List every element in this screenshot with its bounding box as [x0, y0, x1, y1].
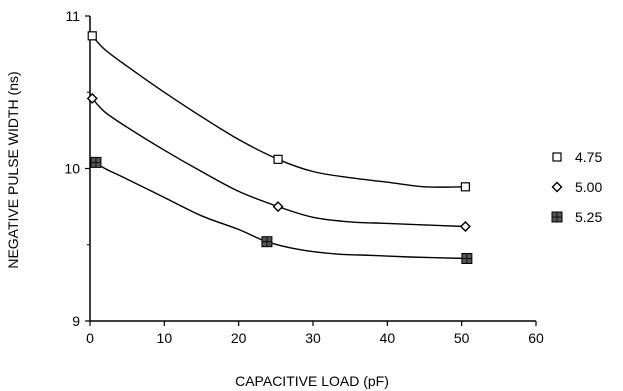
legend-label: 5.25	[575, 209, 602, 225]
x-axis-ticks: 0 10 20 30 40 50 60	[86, 321, 544, 346]
plot-area: 0 10 20 30 40 50 60 9 10 11	[64, 8, 544, 346]
data-point-marker	[261, 236, 273, 248]
x-tick-label: 30	[305, 330, 321, 346]
data-point-marker	[90, 156, 102, 168]
x-tick-label: 40	[380, 330, 396, 346]
series-line	[91, 97, 466, 228]
x-tick-label: 10	[157, 330, 173, 346]
legend-marker-cross	[552, 212, 562, 222]
series-line	[91, 160, 467, 260]
data-point-marker	[273, 154, 283, 164]
data-point-marker	[272, 201, 284, 213]
y-axis-label: NEGATIVE PULSE WIDTH (ns)	[5, 71, 21, 268]
legend-label: 5.00	[575, 179, 602, 195]
data-point-marker	[461, 252, 473, 264]
data-point-marker	[460, 182, 470, 192]
x-tick-label: 60	[528, 330, 544, 346]
x-axis-label: CAPACITIVE LOAD (pF)	[235, 373, 389, 389]
legend-marker	[551, 211, 563, 223]
data-point-marker-cross	[90, 157, 101, 168]
x-tick-label: 20	[231, 330, 247, 346]
series-line	[91, 35, 466, 188]
data-point-marker-cross	[461, 253, 472, 264]
y-axis-ticks: 9 10 11	[64, 8, 90, 329]
data-point-marker	[86, 92, 98, 104]
x-tick-label: 0	[86, 330, 94, 346]
data-point-marker-cross	[261, 236, 272, 247]
series-5-25	[90, 156, 473, 264]
data-point-marker	[87, 31, 97, 41]
legend-item: 5.25	[551, 209, 602, 225]
y-tick-label: 10	[64, 161, 80, 177]
legend-marker	[551, 181, 563, 193]
series-layer	[86, 31, 473, 264]
data-point-marker	[459, 220, 471, 232]
series-5-00	[86, 92, 471, 232]
legend: 4.75 5.00 5.25	[551, 149, 602, 225]
legend-label: 4.75	[575, 149, 602, 165]
legend-item: 4.75	[552, 149, 602, 165]
legend-item: 5.00	[551, 179, 602, 195]
y-tick-label: 11	[65, 8, 80, 24]
y-tick-label: 9	[72, 313, 80, 329]
x-tick-label: 50	[454, 330, 470, 346]
series-4-75	[87, 31, 470, 192]
legend-marker	[552, 152, 562, 162]
